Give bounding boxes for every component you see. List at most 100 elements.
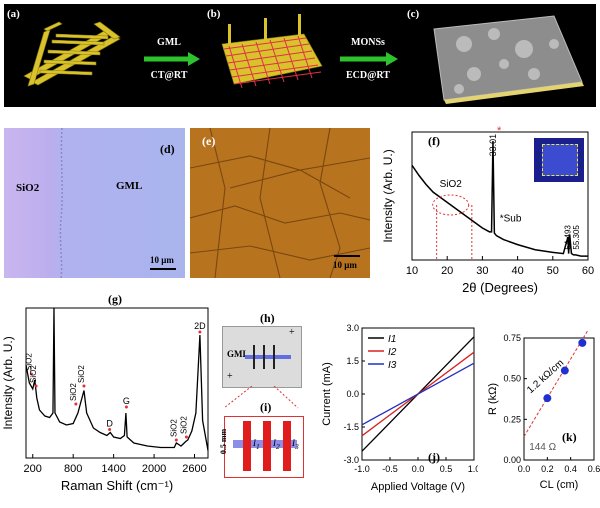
arrow-a-to-b-top: GML xyxy=(157,37,181,48)
annotation-peak: SiO2 xyxy=(169,419,178,437)
panel-e: (e) 10 μm xyxy=(190,128,370,278)
legend-label: I2 xyxy=(388,347,397,358)
panel-g: (g) 200 800 1400 2000 2600 SiO2 SiO2 SiO2 SiO2 D G… xyxy=(0,292,214,504)
x-tick-label: 0.0 xyxy=(518,464,531,474)
panel-b: (b) xyxy=(204,4,332,107)
annotation-peak: SiO2 xyxy=(69,383,78,401)
panel-i: I1 I2 I3 0.5 mm xyxy=(219,416,304,478)
panel-label-j: (j) xyxy=(428,450,440,464)
x-tick-label: 2600 xyxy=(182,463,206,475)
y-axis-label: Intensity (Arb. U.) xyxy=(1,336,15,429)
electrode-pattern-image xyxy=(23,21,121,87)
panel-label-b: (b) xyxy=(207,8,221,20)
panel-a: (a) xyxy=(4,4,134,107)
xrd-series-line xyxy=(411,140,588,257)
annotation-peak: SiO2 xyxy=(179,416,188,434)
gml-region-label: GML xyxy=(116,180,143,192)
y-tick-label: 0.75 xyxy=(503,333,521,343)
x-axis-label: CL (cm) xyxy=(540,479,579,491)
plot-frame xyxy=(411,131,589,261)
scale-label: 0.5 mm xyxy=(219,428,229,455)
panel-label-i: (i) xyxy=(260,400,272,414)
legend-label: I3 xyxy=(388,360,397,371)
data-point xyxy=(578,338,587,347)
arrow-b-to-c: MONSs ECD@RT xyxy=(332,4,404,107)
x-tick-label: 50 xyxy=(547,265,559,277)
y-tick-label: 1.5 xyxy=(346,356,359,366)
y-tick-label: 0.25 xyxy=(503,414,521,424)
raman-chart: 200 800 1400 2000 2600SiO2SiO2SiO2SiO2DGSiO2… xyxy=(1,307,209,493)
peak-dot xyxy=(174,438,178,442)
gml-strip xyxy=(245,355,291,359)
annotation-peak-33: 33.01 xyxy=(488,134,498,157)
monss-electrodeposit-image xyxy=(433,15,584,104)
annotation-peak: SiO2 xyxy=(29,365,38,383)
peak-dot xyxy=(82,384,86,388)
y-tick-label: -3.0 xyxy=(343,455,359,465)
arrow-a-to-b-bottom: CT@RT xyxy=(150,70,188,81)
peak-dot xyxy=(74,402,78,406)
scale-bar-label: 10 μm xyxy=(150,255,174,265)
x-tick-label: 30 xyxy=(476,265,488,277)
peak-dot xyxy=(29,372,33,376)
panel-label-a: (a) xyxy=(7,8,20,20)
y-tick-label: -1.5 xyxy=(343,422,359,432)
plot-frame xyxy=(25,307,209,459)
annotation-peak: SiO2 xyxy=(77,365,86,383)
annotation-sio2: SiO2 xyxy=(440,179,463,190)
x-tick-label: -1.0 xyxy=(354,464,370,474)
peak-marker: * xyxy=(497,125,502,137)
x-axis-label: 2θ (Degrees) xyxy=(462,280,538,295)
x-tick-label: 1.0 xyxy=(468,464,478,474)
scale-bar-label: 10 μm xyxy=(333,260,357,270)
x-tick-label: 40 xyxy=(511,265,523,277)
data-point xyxy=(543,394,552,403)
x-axis-label: Raman Shift (cm⁻¹) xyxy=(61,478,173,493)
peak-dot xyxy=(108,428,112,431)
annotation-sub: *Sub xyxy=(500,214,522,225)
arrow-a-to-b: GML CT@RT xyxy=(134,4,204,107)
x-tick-label: 0.4 xyxy=(564,464,577,474)
x-tick-label: 800 xyxy=(64,463,82,475)
y-tick-label: 3.0 xyxy=(346,323,359,333)
annotation-peak: SiO2 xyxy=(24,353,33,371)
optical-micrograph xyxy=(190,128,370,278)
sio2-hump-marker xyxy=(432,194,470,216)
x-tick-label: 10 xyxy=(406,265,418,277)
x-tick-label: 1400 xyxy=(101,463,125,475)
x-tick-label: 200 xyxy=(24,463,42,475)
iv-chart: -1.0 -0.5 0.0 0.5 1.0 -3.0 -1.5 0.0 1.5 3.0 I1 I2 I3… xyxy=(321,323,480,493)
panel-label-f: (f) xyxy=(428,134,440,148)
resistance-chart: 0.0 0.2 0.4 0.6 0.00 0.25 0.50 0.75 1.2 kΩ/cm 144… xyxy=(487,329,600,491)
y-axis-label: Intensity (Arb. U.) xyxy=(381,149,395,242)
panel-d: (d) SiO2 GML 10 μm xyxy=(4,128,185,278)
x-tick-label: 60 xyxy=(582,265,594,277)
annotation-peak: 2D xyxy=(194,321,206,331)
x-tick-label: 0.6 xyxy=(588,464,600,474)
plot-frame xyxy=(523,337,595,461)
zoom-lines xyxy=(223,386,299,409)
peak-dot xyxy=(198,330,202,334)
panel-label-d: (d) xyxy=(160,142,175,156)
slope-annotation: 1.2 kΩ/cm xyxy=(525,358,566,396)
x-tick-label: 0.2 xyxy=(541,464,554,474)
annotation-peak: D xyxy=(106,419,113,429)
panel-label-h: (h) xyxy=(260,311,275,325)
peak-dot xyxy=(184,435,188,439)
scale-bar xyxy=(334,255,360,257)
panel-label-e: (e) xyxy=(202,134,216,148)
xrd-chart: 10 20 30 40 50 60 SiO2 33.01* *Sub 54.493 55.305 2θ… xyxy=(381,125,594,295)
peak-dot xyxy=(34,384,38,388)
scale-bar xyxy=(150,268,176,270)
x-tick-label: 0.0 xyxy=(412,464,425,474)
raman-series-line xyxy=(25,307,209,451)
data-point xyxy=(560,366,569,375)
green-arrow-icon xyxy=(340,52,398,66)
film-photo-inset xyxy=(534,138,584,182)
y-axis-label: R (kΩ) xyxy=(487,383,499,415)
y-tick-label: 0.0 xyxy=(346,389,359,399)
intercept-annotation: 144 Ω xyxy=(529,442,556,453)
x-tick-label: 2000 xyxy=(142,463,166,475)
annotation-peak: G xyxy=(123,396,130,406)
panel-label-g: (g) xyxy=(108,292,122,306)
